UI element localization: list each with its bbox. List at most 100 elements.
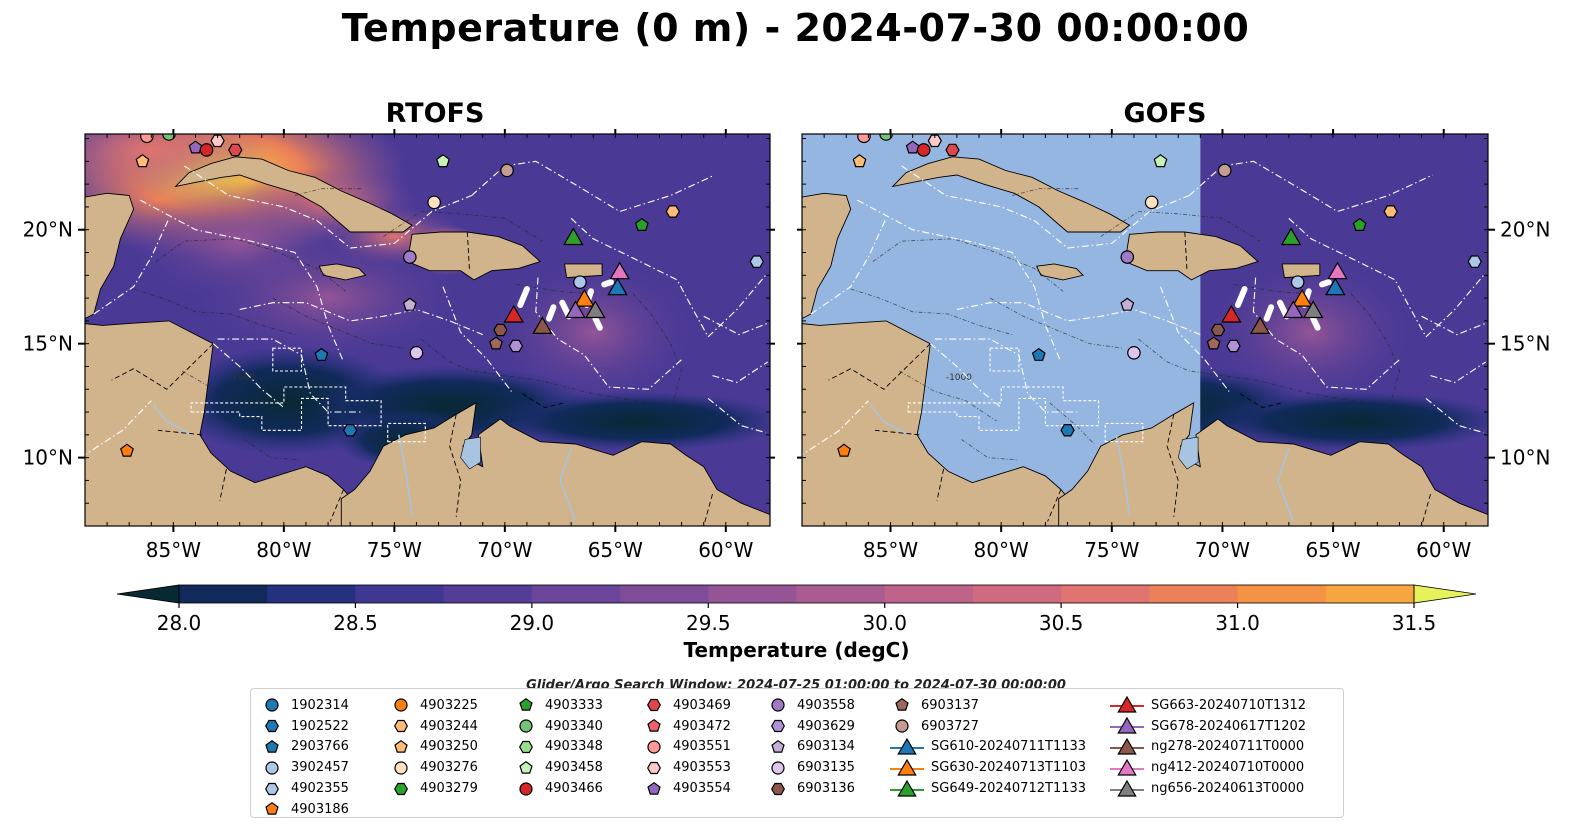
figure-title: Temperature (0 m) - 2024-07-30 00:00:00 <box>341 6 1250 50</box>
legend-item: 1902314 <box>259 695 349 716</box>
lon-tick-label: 75°W <box>1084 538 1139 562</box>
legend-item: 4903469 <box>641 695 731 716</box>
hexagon-marker-icon <box>771 720 785 733</box>
land-puerto-rico <box>563 263 603 279</box>
marker-4903469 <box>228 143 243 157</box>
legend-label: 4903250 <box>420 739 478 755</box>
hexagon-marker-icon <box>519 740 533 754</box>
legend-label: 1902314 <box>291 697 349 713</box>
legend-item: SG678-20240617T1202 <box>1109 716 1306 737</box>
land-yucatan <box>802 192 852 320</box>
pentagon-marker-icon <box>394 739 408 753</box>
legend-item: 4903244 <box>388 716 478 737</box>
legend-label: 4903469 <box>673 697 731 713</box>
marker-ng656-20240613T0000 <box>585 300 606 319</box>
land-south-america <box>1058 402 1488 526</box>
colorbar-bin <box>972 585 1062 603</box>
marker-SG610-20240711T1133 <box>1325 277 1346 296</box>
lon-tick-label: 70°W <box>477 538 532 562</box>
triangle-marker-icon <box>1110 779 1144 797</box>
legend-item: ng278-20240711T0000 <box>1109 737 1306 758</box>
land-south-america <box>340 402 770 526</box>
triangle-marker-icon <box>890 779 924 797</box>
land-hispaniola <box>1124 231 1259 281</box>
marker-SG649-20240712T1133 <box>1280 227 1302 246</box>
legend-label: 4903279 <box>420 781 478 797</box>
triangle-marker-icon <box>1110 737 1144 755</box>
legend-item: 2903766 <box>259 737 349 758</box>
marker-4903276 <box>427 195 441 210</box>
lat-tick-label: 15°N <box>1500 332 1550 356</box>
colorbar-bin <box>267 585 356 603</box>
land-jamaica <box>318 263 367 281</box>
marker-4903244 <box>1383 205 1398 218</box>
colorbar-tick-label: 28.0 <box>157 611 202 635</box>
legend-label: SG663-20240710T1312 <box>1151 697 1307 713</box>
marker-6903134 <box>1120 297 1135 311</box>
legend-item: 4903348 <box>513 737 603 758</box>
marker-6903727 <box>500 163 514 178</box>
colorbar-tick-label: 31.0 <box>1215 611 1260 635</box>
marker-4903186 <box>837 443 851 457</box>
legend-item: 4903333 <box>513 695 603 716</box>
lon-tick-label: 65°W <box>1305 538 1360 562</box>
legend-label: 4903472 <box>673 718 731 734</box>
lon-tick-label: 85°W <box>863 538 918 562</box>
legend-label: 3902457 <box>291 760 349 776</box>
colorbar-bin <box>796 585 886 603</box>
legend-label: ng656-20240613T0000 <box>1151 781 1305 797</box>
legend-column: 1902314 1902522 2903766 3902457 4902355 49031… <box>259 695 349 820</box>
legend-item: 4903629 <box>765 716 855 737</box>
legend-label: 6903136 <box>797 781 855 797</box>
marker-4903553 <box>927 134 942 148</box>
marker-SG663-20240710T1312 <box>1221 304 1242 323</box>
lat-tick-label: 10°N <box>1500 446 1550 470</box>
legend-item: 4903250 <box>388 737 478 758</box>
colorbar-bin <box>355 585 445 603</box>
colorbar-label: Temperature (degC) <box>684 638 910 662</box>
marker-SG610-20240711T1133 <box>607 277 628 296</box>
legend-item: 4903472 <box>641 716 731 737</box>
bathymetry-contours: -1000 <box>850 188 1400 461</box>
legend-label: 4903340 <box>545 718 603 734</box>
legend-column: 4903225 4903244 4903250 4903276 4903279 <box>388 695 478 799</box>
legend-item: 4903225 <box>388 695 478 716</box>
legend-item: 4903276 <box>388 757 478 778</box>
legend-label: 4903348 <box>545 739 603 755</box>
pentagon-marker-icon <box>519 760 533 774</box>
marker-4903458 <box>1153 154 1168 168</box>
lake-maracaibo <box>1177 436 1199 470</box>
pentagon-marker-icon <box>895 698 909 712</box>
lon-tick-label: 75°W <box>367 538 422 562</box>
lon-tick-label: 80°W <box>256 538 311 562</box>
legend-item: 4902355 <box>259 778 349 799</box>
marker-4903554 <box>905 140 920 154</box>
legend-label: SG610-20240711T1133 <box>931 739 1087 755</box>
marker-SG630-20240713T1103 <box>1291 288 1313 307</box>
legend-item: 4903558 <box>765 695 855 716</box>
marker-6903137 <box>1206 336 1221 350</box>
map-panel-rtofs: -1000 85°W 80°W 75°W 70°W 65°W 60°W 10°N 15°N 20°… <box>23 129 775 562</box>
legend-item: 6903134 <box>765 737 855 758</box>
pentagon-marker-icon <box>771 739 785 753</box>
hexagon-marker-icon <box>771 782 785 795</box>
hexagon-marker-icon <box>394 782 408 795</box>
colorbar-tick-label: 30.5 <box>1039 611 1084 635</box>
colorbar-bin <box>1149 585 1239 603</box>
marker-4903244 <box>665 205 680 218</box>
colorbar-tick-label: 28.5 <box>333 611 378 635</box>
legend-item: 4903340 <box>513 716 603 737</box>
marker-4903551 <box>140 134 154 144</box>
triangle-marker-icon <box>1110 758 1144 776</box>
lat-tick-label: 20°N <box>23 218 73 242</box>
legend-label: 4903629 <box>797 718 855 734</box>
marker-6903137 <box>489 336 503 350</box>
map-frame <box>84 133 771 527</box>
legend-label: 4903554 <box>673 781 731 797</box>
circle-marker-icon <box>519 719 533 733</box>
colorbar-bin <box>1061 585 1150 603</box>
legend-label: 4903244 <box>420 718 478 734</box>
colorbar-bin <box>1237 585 1327 603</box>
lon-tick-label: 60°W <box>698 538 753 562</box>
marker-6903135 <box>409 345 424 360</box>
